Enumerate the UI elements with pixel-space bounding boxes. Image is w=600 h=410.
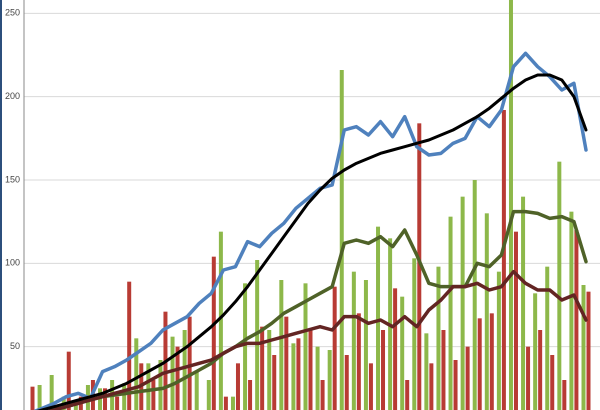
bar xyxy=(496,271,501,410)
bar xyxy=(501,110,506,410)
bar xyxy=(230,396,235,410)
line xyxy=(33,51,588,410)
bar xyxy=(122,383,127,410)
bar xyxy=(248,380,253,410)
bar xyxy=(218,231,223,410)
line xyxy=(47,209,588,410)
bar xyxy=(545,266,550,410)
bar xyxy=(175,346,180,410)
bar xyxy=(339,70,344,410)
bar xyxy=(170,336,175,410)
bar xyxy=(368,363,373,410)
bar xyxy=(327,350,332,410)
bar xyxy=(356,313,361,410)
bar xyxy=(557,161,562,410)
bar xyxy=(182,330,187,410)
bar xyxy=(308,330,313,410)
bar xyxy=(508,0,513,410)
bar xyxy=(158,360,163,410)
bar xyxy=(381,330,386,410)
bar xyxy=(151,380,156,410)
bar xyxy=(146,363,151,410)
bar xyxy=(260,326,265,410)
bar xyxy=(30,386,35,410)
y-tick-label: 250 xyxy=(5,8,20,18)
bar xyxy=(351,271,356,410)
bar xyxy=(521,196,526,410)
bar xyxy=(405,380,410,410)
bar xyxy=(279,280,284,410)
line xyxy=(36,73,588,410)
bar xyxy=(49,375,54,410)
bar xyxy=(315,346,320,410)
bar xyxy=(412,258,417,410)
bar xyxy=(429,363,434,410)
y-tick-label: 50 xyxy=(10,341,20,351)
bar xyxy=(363,280,368,410)
bar xyxy=(103,388,108,410)
plot-area xyxy=(30,0,591,410)
bar xyxy=(513,231,518,410)
bar xyxy=(441,330,446,410)
bar xyxy=(581,285,586,410)
bar xyxy=(272,355,277,410)
bar xyxy=(267,330,272,410)
bar xyxy=(436,266,441,410)
line xyxy=(47,269,588,410)
y-tick-label: 150 xyxy=(5,174,20,184)
bar xyxy=(206,380,211,410)
bar xyxy=(284,316,289,410)
bar xyxy=(393,288,398,410)
bar xyxy=(417,123,422,410)
bar xyxy=(424,333,429,410)
bar xyxy=(448,216,453,410)
bar xyxy=(574,230,579,410)
bar xyxy=(550,355,555,410)
bar xyxy=(194,371,199,410)
bar xyxy=(344,355,349,410)
bar xyxy=(187,316,192,410)
bar xyxy=(472,180,477,410)
y-tick-label: 200 xyxy=(5,91,20,101)
bar xyxy=(376,226,381,410)
bar xyxy=(586,291,591,410)
bar xyxy=(127,281,132,410)
bar xyxy=(533,293,538,410)
bar xyxy=(134,338,139,410)
y-tick-label: 100 xyxy=(5,258,20,268)
bar xyxy=(460,196,465,410)
bar xyxy=(477,318,482,410)
bar xyxy=(291,343,296,410)
bar xyxy=(526,346,531,410)
bar xyxy=(538,330,543,410)
bar xyxy=(296,338,301,410)
bar xyxy=(223,396,228,410)
bar xyxy=(320,380,325,410)
bar xyxy=(37,385,42,410)
bar xyxy=(489,313,494,410)
bar xyxy=(235,363,240,410)
bar xyxy=(243,283,248,410)
bar xyxy=(453,360,458,410)
bar xyxy=(569,211,574,410)
bar xyxy=(115,396,120,410)
bar xyxy=(400,296,405,410)
bar xyxy=(303,283,308,410)
bar xyxy=(484,213,489,410)
bar xyxy=(332,286,337,410)
bar xyxy=(211,256,216,410)
bar xyxy=(465,346,470,410)
bar xyxy=(562,380,567,410)
bar xyxy=(66,351,71,410)
